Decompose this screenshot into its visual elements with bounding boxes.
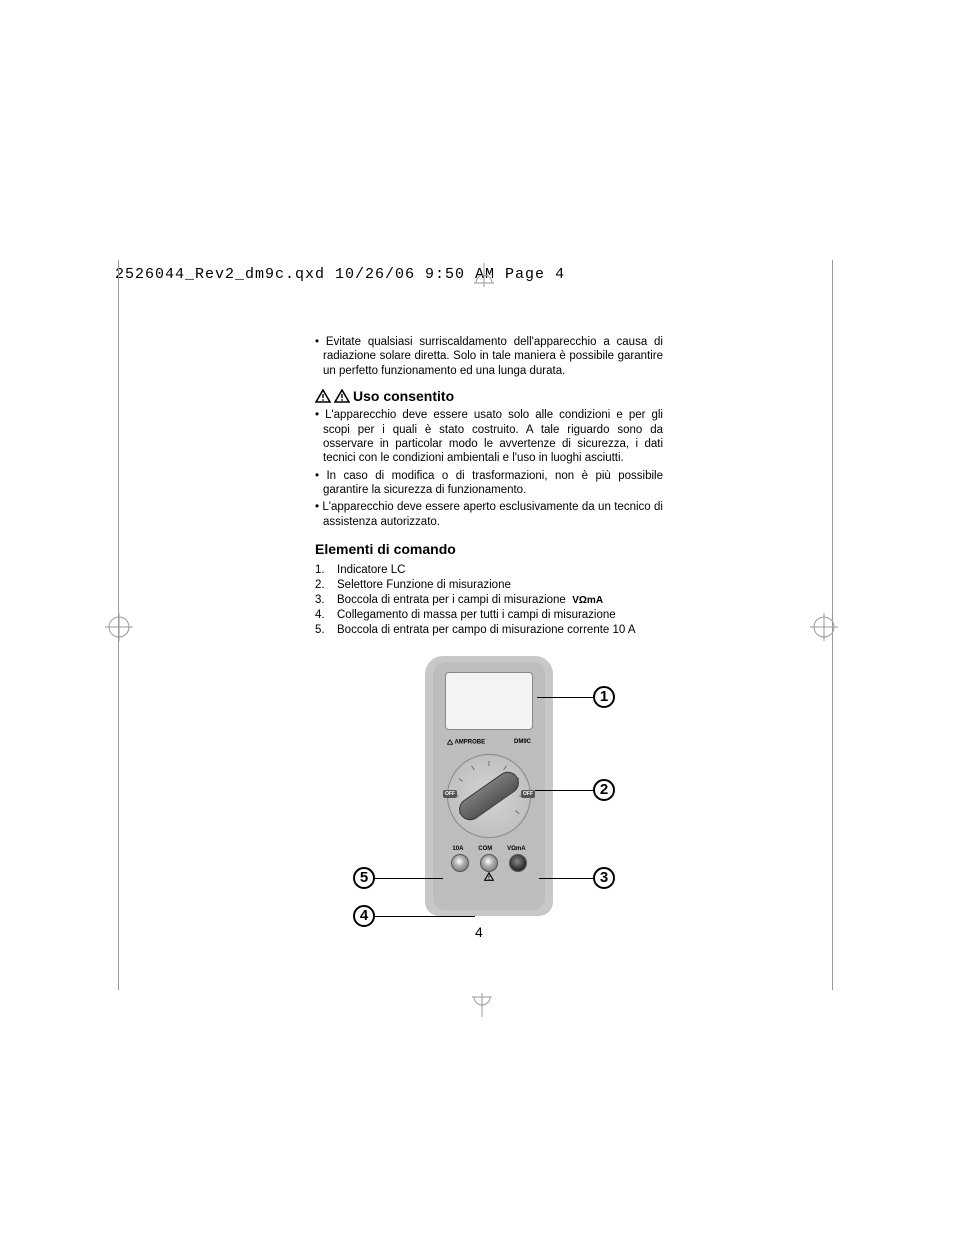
uso-bullet-3: • L'apparecchio deve essere aperto esclu… bbox=[315, 500, 663, 529]
jack-label-com: COM bbox=[478, 846, 492, 852]
uso-bullet-1: • L'apparecchio deve essere usato solo a… bbox=[315, 408, 663, 466]
warning-triangle-icon bbox=[315, 389, 331, 403]
trim-line-right bbox=[832, 260, 833, 990]
callout-1: 1 bbox=[593, 686, 615, 708]
jack-label-10a: 10A bbox=[452, 846, 463, 852]
warning-triangle-icon bbox=[334, 389, 350, 403]
list-item: Boccola di entrata per i campi di misura… bbox=[315, 593, 663, 608]
trim-line-left bbox=[118, 260, 119, 990]
callout-line bbox=[375, 878, 443, 880]
jack-voma bbox=[509, 854, 527, 872]
lcd-screen bbox=[445, 672, 533, 730]
page-number: 4 bbox=[475, 924, 483, 940]
off-label-right: OFF bbox=[521, 790, 535, 798]
callout-line bbox=[539, 878, 593, 880]
page-content: • Evitate qualsiasi surriscaldamento del… bbox=[315, 335, 663, 956]
jack-com bbox=[480, 854, 498, 872]
brand-left: AMPROBE bbox=[447, 739, 485, 746]
registration-mark-right bbox=[810, 613, 838, 641]
crop-mark-top bbox=[472, 263, 496, 287]
list-item-text: Boccola di entrata per i campi di misura… bbox=[337, 594, 566, 606]
uso-bullet-2: • In caso di modifica o di trasformazion… bbox=[315, 469, 663, 498]
list-item: Indicatore LC bbox=[315, 563, 663, 578]
callout-4: 4 bbox=[353, 905, 375, 927]
warning-triangle-small-icon bbox=[484, 872, 494, 884]
crop-mark-bottom bbox=[470, 993, 494, 1017]
section-uso-title: Uso consentito bbox=[353, 388, 454, 404]
jack-panel: 10A COM VΩmA bbox=[445, 846, 533, 896]
callout-5: 5 bbox=[353, 867, 375, 889]
device-figure: AMPROBE DM9C bbox=[315, 656, 663, 956]
list-item: Selettore Funzione di misurazione bbox=[315, 578, 663, 593]
section-uso-heading: Uso consentito bbox=[315, 388, 663, 404]
elementi-list: Indicatore LC Selettore Funzione di misu… bbox=[315, 563, 663, 638]
callout-2: 2 bbox=[593, 779, 615, 801]
unit-symbol: VΩmA bbox=[572, 595, 603, 606]
callout-line bbox=[537, 697, 593, 699]
jack-10a bbox=[451, 854, 469, 872]
print-header: 2526044_Rev2_dm9c.qxd 10/26/06 9:50 AM P… bbox=[115, 266, 565, 283]
intro-bullet: • Evitate qualsiasi surriscaldamento del… bbox=[315, 335, 663, 378]
callout-3: 3 bbox=[593, 867, 615, 889]
callout-line bbox=[375, 916, 475, 918]
brand-right: DM9C bbox=[514, 739, 531, 745]
rotary-dial bbox=[447, 754, 531, 838]
section-elementi-heading: Elementi di comando bbox=[315, 541, 663, 557]
brand-row: AMPROBE DM9C bbox=[447, 736, 531, 748]
multimeter-body: AMPROBE DM9C bbox=[425, 656, 553, 916]
list-item: Boccola di entrata per campo di misurazi… bbox=[315, 623, 663, 638]
off-label-left: OFF bbox=[443, 790, 457, 798]
callout-line bbox=[535, 790, 593, 792]
list-item: Collegamento di massa per tutti i campi … bbox=[315, 608, 663, 623]
multimeter-inner: AMPROBE DM9C bbox=[433, 662, 545, 910]
registration-mark-left bbox=[105, 613, 133, 641]
jack-label-voma: VΩmA bbox=[507, 846, 525, 852]
